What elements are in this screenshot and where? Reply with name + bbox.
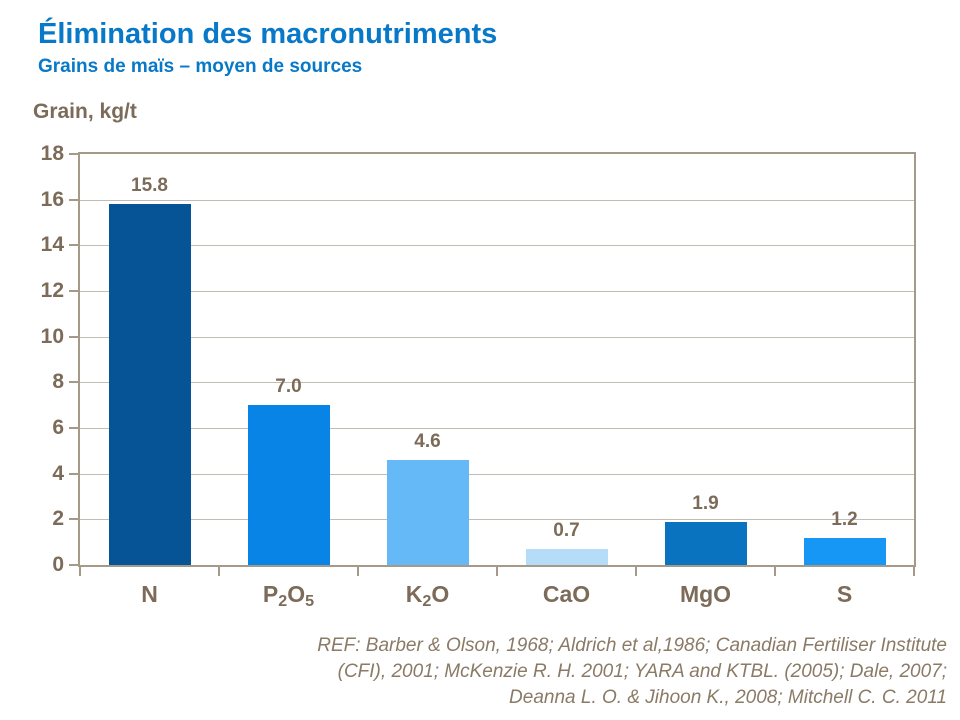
bar (386, 459, 469, 565)
y-axis-tick (69, 564, 78, 566)
bar (664, 521, 747, 565)
x-axis-tick (496, 567, 498, 576)
y-axis-tick (69, 427, 78, 429)
y-tick-label: 8 (52, 370, 64, 394)
page-title: Élimination des macronutriments (38, 18, 498, 50)
y-axis-tick (69, 153, 78, 155)
y-axis-tick (69, 518, 78, 521)
bar-value-label: 4.6 (414, 430, 441, 452)
reference-text-line: REF: Barber & Olson, 1968; Aldrich et al… (317, 635, 947, 656)
y-tick-label: 16 (40, 187, 64, 211)
y-axis-tick (69, 290, 78, 292)
x-category-label: N (80, 581, 220, 608)
x-category-label: P2O5 (219, 581, 359, 611)
gridline (80, 519, 914, 521)
y-axis-tick (69, 198, 78, 201)
chart-plot-area: 0 2 4 6 8 10 12 14 16 18 15.8 N 7.0 P2O5 4.6 K2O 0.7 CaO 1… (41, 142, 916, 610)
y-axis-tick (69, 472, 78, 475)
gridline (80, 428, 914, 429)
x-category-label-part: S (836, 581, 853, 607)
y-tick-label: 2 (52, 507, 64, 531)
gridline (80, 199, 914, 201)
y-axis-title: Grain, kg/t (33, 100, 137, 123)
y-tick-label: 6 (52, 416, 64, 439)
x-category-label-part: 2 (278, 592, 288, 611)
x-category-label-part: O (431, 581, 450, 607)
y-axis-tick (69, 335, 78, 338)
reference-text-line: Deanna L. O. & Jihoon K., 2008; Mitchell… (509, 687, 947, 708)
bar (108, 204, 191, 565)
gridline (80, 291, 914, 292)
x-axis-tick (357, 567, 359, 576)
bar (525, 549, 608, 565)
bar-value-label: 1.9 (692, 492, 719, 514)
reference-text-line: (CFI), 2001; McKenzie R. H. 2001; YARA a… (337, 661, 947, 682)
y-tick-label: 18 (40, 142, 64, 165)
bar-value-label: 15.8 (131, 175, 168, 197)
reference-text: REF: Barber & Olson, 1968; Aldrich et al… (317, 633, 947, 711)
gridline (80, 473, 914, 475)
y-tick-label: 14 (40, 233, 64, 257)
x-category-label-part: K (405, 581, 423, 607)
x-category-label-part: CaO (542, 581, 591, 607)
x-axis-tick (913, 567, 915, 576)
y-tick-label: 10 (40, 324, 64, 348)
bar-value-label: 1.2 (831, 508, 858, 530)
gridline (80, 245, 914, 247)
x-category-label-part: MgO (679, 581, 732, 607)
y-axis-tick (69, 244, 78, 247)
x-category-label: CaO (497, 581, 637, 608)
x-category-label-part: O (287, 581, 306, 607)
x-axis-tick (635, 567, 637, 576)
x-category-label: MgO (636, 581, 776, 608)
x-category-label: S (775, 581, 915, 608)
page-subtitle: Grains de maïs – moyen de sources (38, 56, 363, 77)
y-axis-tick (69, 381, 78, 384)
x-axis-tick (218, 567, 220, 576)
y-tick-label: 0 (52, 553, 64, 576)
bar-value-label: 7.0 (275, 376, 302, 398)
bar (247, 405, 330, 565)
x-axis-tick (774, 567, 776, 576)
gridline (80, 382, 914, 384)
x-category-label-part: P (262, 581, 279, 607)
y-tick-label: 4 (52, 461, 64, 485)
x-category-label-part: N (141, 581, 158, 607)
x-axis-tick (79, 567, 81, 576)
y-tick-label: 12 (40, 279, 64, 302)
gridline (80, 336, 914, 338)
x-category-label-part: 5 (305, 592, 315, 611)
bar-value-label: 0.7 (553, 520, 580, 542)
x-category-label-part: 2 (422, 592, 432, 611)
x-category-label: K2O (358, 581, 498, 611)
bar (803, 537, 886, 565)
